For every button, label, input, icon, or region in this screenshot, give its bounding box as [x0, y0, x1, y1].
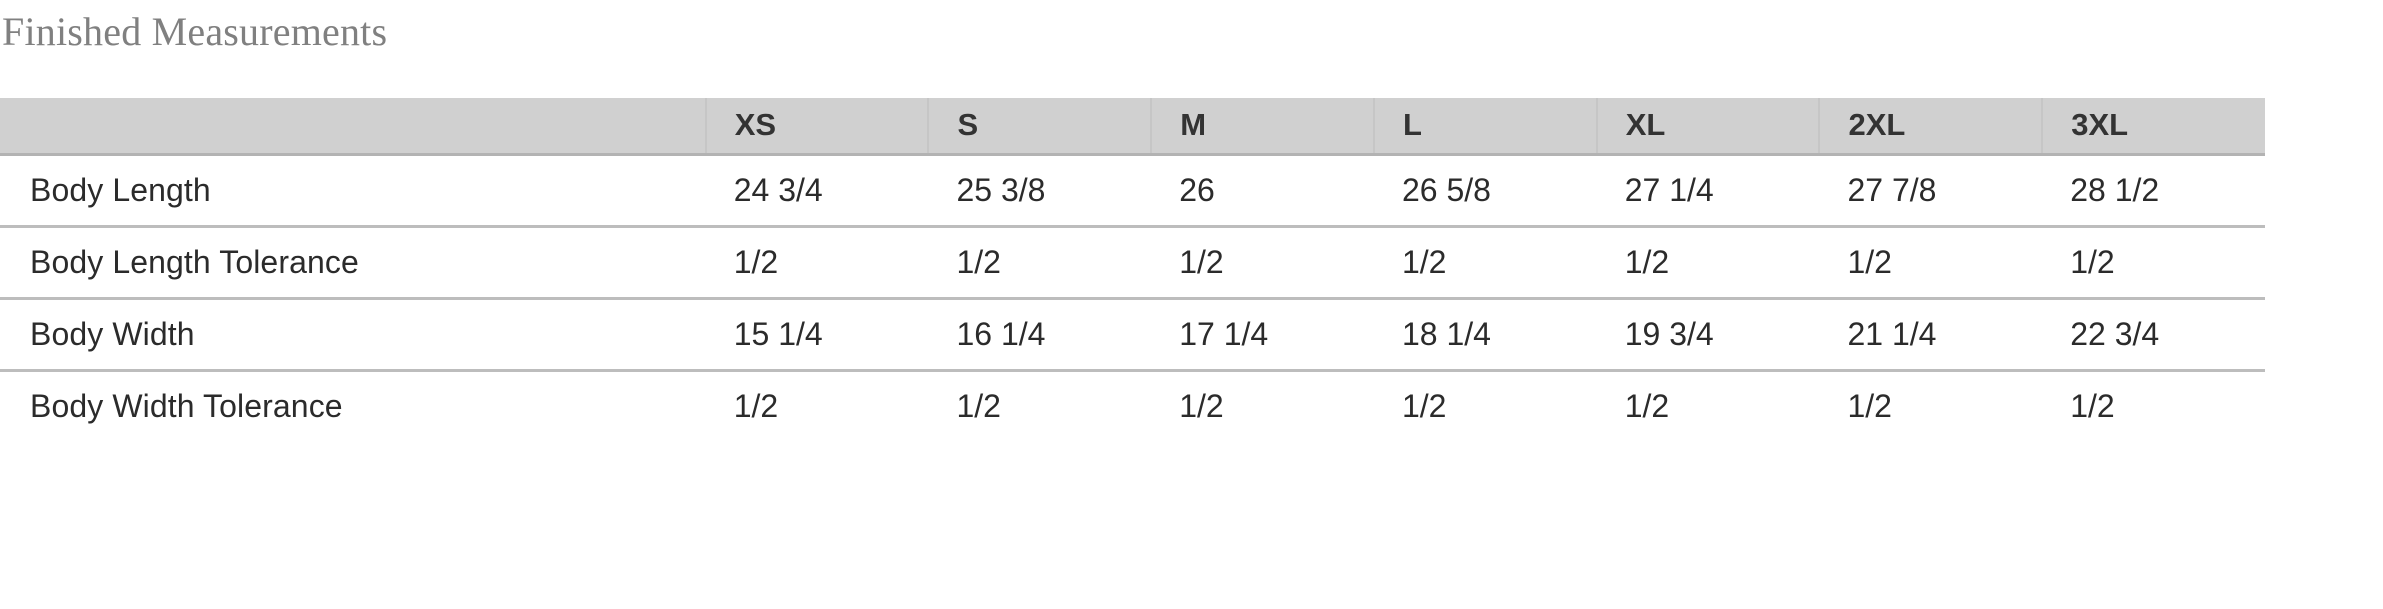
column-header-xl: XL — [1596, 98, 1821, 154]
value-cell: 27 7/8 — [1819, 154, 2043, 226]
table-header: XS S M L XL 2XL 3XL — [0, 98, 2265, 154]
column-header-3xl: 3XL — [2042, 98, 2265, 154]
value-cell: 24 3/4 — [705, 154, 929, 226]
column-header-m: M — [1151, 98, 1375, 154]
value-cell: 21 1/4 — [1819, 298, 2043, 370]
value-cell: 1/2 — [1819, 226, 2043, 298]
row-label: Body Width Tolerance — [0, 370, 706, 442]
value-cell: 1/2 — [1373, 370, 1597, 442]
value-cell: 1/2 — [2042, 226, 2265, 298]
value-cell: 1/2 — [1596, 370, 1820, 442]
table-row: Body Length Tolerance 1/2 1/2 1/2 1/2 1/… — [0, 226, 2265, 298]
value-cell: 28 1/2 — [2042, 154, 2265, 226]
table-row: Body Width Tolerance 1/2 1/2 1/2 1/2 1/2… — [0, 370, 2265, 442]
value-cell: 19 3/4 — [1596, 298, 1820, 370]
column-header-2xl: 2XL — [1819, 98, 2044, 154]
value-cell: 1/2 — [1151, 226, 1374, 298]
row-label: Body Length — [0, 154, 706, 226]
value-cell: 15 1/4 — [705, 298, 929, 370]
value-cell: 1/2 — [705, 226, 929, 298]
row-label: Body Width — [0, 298, 706, 370]
column-header-s: S — [928, 98, 1153, 154]
value-cell: 18 1/4 — [1373, 298, 1597, 370]
row-label: Body Length Tolerance — [0, 226, 706, 298]
value-cell: 16 1/4 — [928, 298, 1152, 370]
value-cell: 26 — [1151, 154, 1374, 226]
value-cell: 25 3/8 — [928, 154, 1152, 226]
value-cell: 1/2 — [1373, 226, 1597, 298]
value-cell: 1/2 — [928, 370, 1152, 442]
column-header-l: L — [1373, 98, 1598, 154]
finished-measurements-table: XS S M L XL 2XL 3XL Body Length 24 3/4 2… — [0, 98, 2265, 442]
page-title: Finished Measurements — [2, 9, 388, 54]
column-header-xs: XS — [705, 98, 930, 154]
value-cell: 1/2 — [1596, 226, 1820, 298]
table-row: Body Width 15 1/4 16 1/4 17 1/4 18 1/4 1… — [0, 298, 2265, 370]
table-header-corner — [0, 98, 707, 154]
value-cell: 17 1/4 — [1151, 298, 1374, 370]
table-body: Body Length 24 3/4 25 3/8 26 26 5/8 27 1… — [0, 154, 2265, 442]
value-cell: 27 1/4 — [1596, 154, 1820, 226]
value-cell: 1/2 — [1151, 370, 1374, 442]
value-cell: 26 5/8 — [1373, 154, 1597, 226]
table-header-row: XS S M L XL 2XL 3XL — [0, 98, 2265, 154]
value-cell: 1/2 — [1819, 370, 2043, 442]
value-cell: 1/2 — [2042, 370, 2265, 442]
value-cell: 1/2 — [705, 370, 929, 442]
value-cell: 1/2 — [928, 226, 1152, 298]
table-row: Body Length 24 3/4 25 3/8 26 26 5/8 27 1… — [0, 154, 2265, 226]
value-cell: 22 3/4 — [2042, 298, 2265, 370]
